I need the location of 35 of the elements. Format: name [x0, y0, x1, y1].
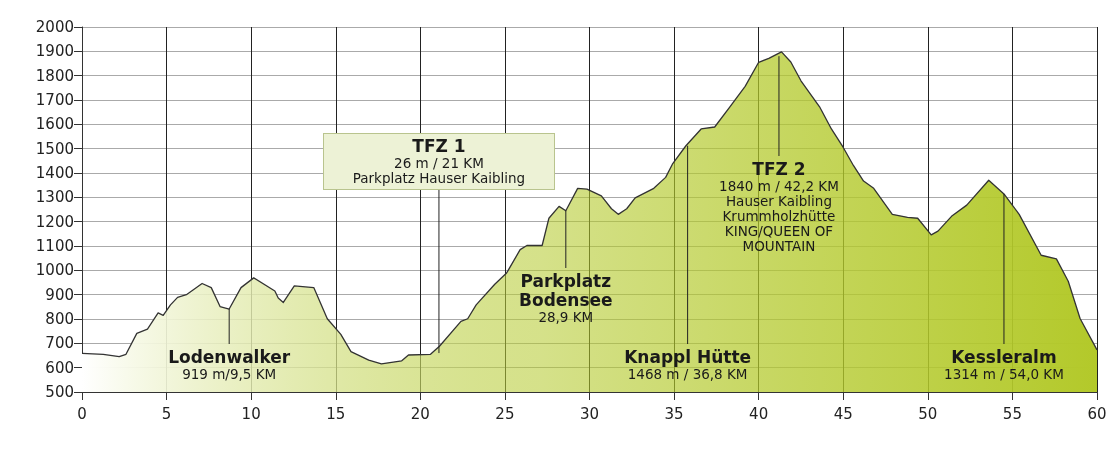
x-tick-label: 0: [77, 404, 87, 423]
y-tick-label: 600: [45, 358, 74, 377]
y-tick-label: 900: [45, 285, 74, 304]
y-tick-label: 1600: [35, 115, 74, 134]
y-tick-label: 1900: [35, 42, 74, 61]
y-tick-label: 1400: [35, 164, 74, 182]
x-tick-label: 30: [579, 404, 600, 423]
annotation: Knappl Hütte 1468 m / 36,8 KM: [624, 347, 752, 382]
x-tick-label: 35: [664, 404, 684, 423]
y-tick-label: 800: [45, 310, 74, 328]
y-tick-label: 1800: [35, 66, 74, 85]
x-tick-label: 55: [1002, 404, 1022, 423]
annotation: Parkplatz Bodensee 28,9 KM: [519, 271, 613, 325]
x-tick-label: 5: [161, 404, 172, 423]
x-tick-label: 45: [833, 404, 853, 423]
y-tick-label: 1700: [35, 91, 74, 109]
x-tick-label: 25: [495, 404, 515, 423]
y-tick-label: 1500: [35, 139, 74, 158]
annotation: Lodenwalker 919 m/9,5 KM: [168, 347, 291, 382]
x-tick-label: 60: [1087, 404, 1107, 423]
annotation: TFZ 2 1840 m / 42,2 KM Hauser Kaibling Krummholzhütte KING/QUEEN OF MOUNTAIN: [719, 159, 839, 254]
x-tick-label: 15: [326, 404, 346, 423]
y-tick-label: 700: [45, 334, 74, 353]
y-tick-label: 2000: [35, 18, 74, 36]
annotation: TFZ 1 26 m / 21 KM Parkplatz Hauser Kaibling: [352, 136, 526, 186]
x-tick-label: 50: [918, 404, 938, 423]
annotation: Kessleralm 1314 m / 54,0 KM: [944, 347, 1064, 382]
y-tick-label: 1100: [35, 237, 74, 255]
y-tick-label: 500: [45, 383, 74, 401]
y-tick-label: 1300: [35, 188, 74, 207]
x-tick-label: 40: [749, 404, 769, 423]
y-tick-label: 1200: [35, 212, 74, 231]
x-tick-label: 10: [241, 404, 261, 423]
y-tick-label: 1000: [35, 261, 74, 280]
x-tick-label: 20: [410, 404, 430, 423]
